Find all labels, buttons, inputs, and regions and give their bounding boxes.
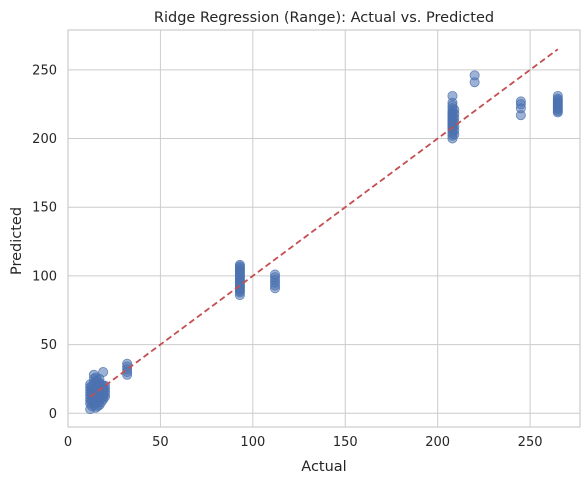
data-point: [469, 70, 480, 81]
y-axis-label: Predicted: [9, 207, 25, 275]
x-tick-label-250: 250: [518, 435, 543, 450]
data-point: [122, 358, 133, 369]
x-tick-label-50: 50: [152, 435, 169, 450]
plot-frame: [67, 29, 581, 428]
reference-line: [89, 48, 559, 398]
x-tick-labels: 0 50 100 150 200 250: [64, 435, 543, 450]
data-point: [552, 90, 563, 101]
y-tick-label-150: 150: [32, 201, 57, 216]
data-point: [270, 269, 281, 280]
data-point: [98, 367, 109, 378]
y-tick-label-50: 50: [40, 338, 57, 353]
x-tick-label-200: 200: [425, 435, 450, 450]
y-tick-label-200: 200: [32, 132, 57, 147]
x-tick-label-150: 150: [333, 435, 358, 450]
data-point: [515, 96, 526, 107]
y-tick-labels: 0 50 100 150 200 250: [32, 63, 57, 421]
data-point: [449, 104, 460, 115]
y-tick-label-0: 0: [49, 407, 57, 422]
chart-title: Ridge Regression (Range): Actual vs. Pre…: [154, 10, 494, 26]
x-axis-label: Actual: [301, 459, 346, 475]
x-tick-label-100: 100: [240, 435, 265, 450]
y-tick-label-100: 100: [32, 269, 57, 284]
grid: [67, 30, 580, 427]
x-tick-label-0: 0: [64, 435, 72, 450]
data-point: [447, 90, 458, 101]
data-point: [234, 259, 245, 270]
y-tick-label-250: 250: [32, 63, 57, 78]
